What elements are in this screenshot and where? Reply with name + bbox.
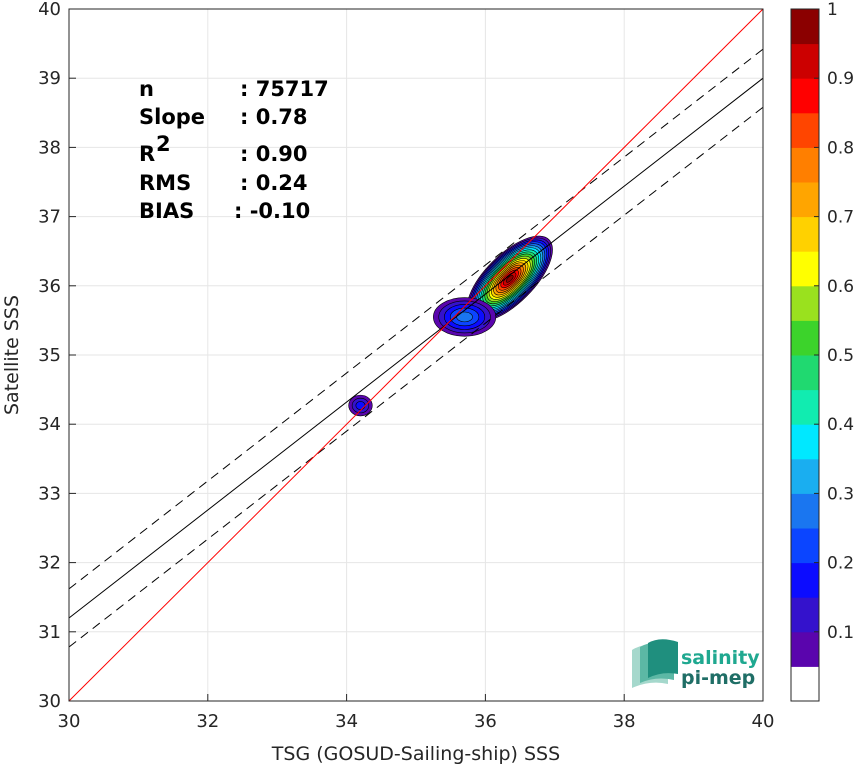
density-cluster: [466, 235, 553, 323]
x-tick-label: 40: [752, 711, 775, 732]
lower-band-line: [69, 106, 763, 648]
colorbar-segment: [791, 147, 819, 183]
colorbar-tick-label: 0.4: [827, 415, 854, 435]
colorbar-tick-label: 0.5: [827, 346, 854, 366]
identity-line: [69, 9, 763, 701]
density-cluster: [433, 297, 497, 337]
colorbar-tick-label: 0.9: [827, 69, 854, 89]
stat-key: RMS: [139, 171, 191, 195]
stat-value: : 75717: [240, 77, 329, 101]
colorbar-tick-label: 0.7: [827, 208, 854, 228]
colorbar-segment: [791, 562, 819, 598]
colorbar-segment: [791, 112, 819, 148]
colorbar-segment: [791, 666, 819, 702]
colorbar-segment: [791, 389, 819, 425]
regression-line: [69, 77, 763, 619]
y-tick-label: 32: [38, 553, 61, 574]
colorbar-tick-label: 0.2: [827, 554, 854, 574]
y-tick-label: 36: [38, 276, 61, 297]
x-tick-label: 34: [335, 711, 358, 732]
colorbar-tick-label: 0.6: [827, 277, 854, 297]
colorbar-segment: [791, 216, 819, 252]
colorbar-segment: [791, 424, 819, 460]
colorbar-segment: [791, 355, 819, 391]
stat-key: Slope: [139, 105, 205, 129]
y-tick-label: 30: [38, 691, 61, 712]
x-tick-label: 36: [474, 711, 497, 732]
y-tick-label: 40: [38, 0, 61, 20]
colorbar-segment: [791, 78, 819, 114]
y-tick-label: 34: [38, 414, 61, 435]
x-tick-label: 38: [613, 711, 636, 732]
density-contours: [348, 235, 553, 417]
density-level: [355, 401, 366, 410]
logo-wave-icon: [632, 639, 678, 688]
colorbar-segment: [791, 631, 819, 667]
upper-band-line: [69, 48, 763, 590]
colorbar-segment: [791, 597, 819, 633]
x-tick-label: 32: [196, 711, 219, 732]
y-tick-label: 37: [38, 207, 61, 228]
colorbar-tick-label: 0.8: [827, 138, 854, 158]
reference-lines: [69, 9, 763, 701]
colorbar-segment: [791, 458, 819, 494]
colorbar-segment: [791, 320, 819, 356]
y-tick-label: 35: [38, 345, 61, 366]
stat-value: : 0.24: [240, 171, 308, 195]
stat-key-superscript: 2: [156, 132, 171, 156]
x-axis-title: TSG (GOSUD-Sailing-ship) SSS: [271, 743, 560, 765]
stat-key: BIAS: [139, 199, 194, 223]
stat-key: n: [139, 77, 154, 101]
y-tick-label: 38: [38, 137, 61, 158]
colorbar-segment: [791, 285, 819, 321]
grid: [68, 8, 764, 702]
colorbar-tick-label: 0.3: [827, 484, 854, 504]
density-level: [505, 275, 514, 283]
y-tick-label: 33: [38, 483, 61, 504]
stat-key: R: [139, 142, 155, 166]
y-tick-label: 39: [38, 68, 61, 89]
logo-text-salinity: salinity: [681, 647, 760, 669]
colorbar-tick-label: 1: [827, 0, 838, 20]
stat-value: : 0.78: [240, 105, 308, 129]
density-cluster: [348, 394, 373, 417]
colorbar-segment: [791, 493, 819, 529]
colorbar-segment: [791, 528, 819, 564]
colorbar-segment: [791, 251, 819, 287]
axis-ticks: 30 32 34 36 38 40 30 31 32 33 34 35 36 37 38 39 40: [38, 0, 774, 732]
colorbar: 0.1 0.2 0.3 0.4 0.5 0.6 0.7 0.8 0.9 1: [790, 0, 854, 702]
stat-value: : -0.10: [234, 199, 310, 223]
salinity-pi-mep-logo: salinity pi-mep: [632, 639, 760, 689]
colorbar-segment: [791, 43, 819, 79]
stats-box: n : 75717 Slope : 0.78 R 2 : 0.90 RMS : 0.24 BIAS…: [139, 77, 329, 223]
colorbar-segment: [791, 182, 819, 218]
logo-text-pi-mep: pi-mep: [681, 667, 755, 689]
x-tick-label: 30: [58, 711, 81, 732]
y-tick-label: 31: [38, 622, 61, 643]
colorbar-segment: [791, 9, 819, 45]
density-level: [456, 311, 473, 323]
y-axis-title: Satellite SSS: [1, 295, 23, 415]
stat-value: : 0.90: [240, 142, 308, 166]
colorbar-tick-label: 0.1: [827, 623, 854, 643]
